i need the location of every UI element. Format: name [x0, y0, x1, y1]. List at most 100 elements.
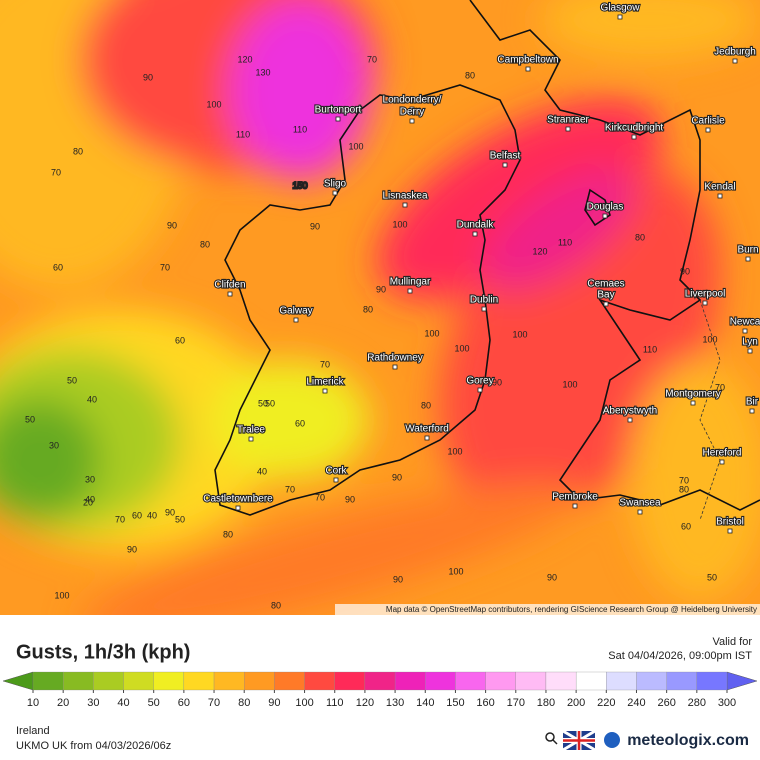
- legend-tick-label: 60: [178, 697, 190, 709]
- contour-label: 20: [83, 497, 93, 507]
- city-name: Clifden: [214, 280, 245, 291]
- contour-label: 110: [558, 237, 572, 247]
- legend-swatch: [123, 671, 154, 691]
- flag[interactable]: [562, 729, 596, 752]
- city-name: Douglas: [587, 202, 624, 213]
- city-marker: [565, 126, 571, 132]
- legend-swatch: [515, 671, 547, 691]
- legend-tick-label: 20: [57, 697, 69, 709]
- contour-label: 70: [285, 484, 295, 494]
- legend-tick-label: 70: [208, 697, 220, 709]
- contour-label: 90: [167, 220, 177, 230]
- contour-label: 60: [53, 262, 63, 272]
- city-marker: [719, 459, 725, 465]
- legend-swatch: [455, 671, 486, 691]
- contour-label: 80: [200, 239, 210, 249]
- city-marker: [617, 14, 623, 20]
- contour-label: 40: [85, 494, 95, 504]
- contour-label: 80: [271, 600, 281, 610]
- city-marker: [627, 417, 633, 423]
- city-name: Pembroke: [552, 492, 598, 503]
- isle-of-man: [584, 188, 611, 227]
- legend-swatch: [364, 671, 396, 691]
- city-marker: [602, 213, 608, 219]
- city-name: Galway: [279, 306, 312, 317]
- contour-label: 40: [257, 466, 267, 476]
- city-marker: [702, 300, 708, 306]
- legend-swatch: [32, 671, 64, 691]
- contour-label: 100: [454, 343, 469, 353]
- contour-label: 80: [363, 304, 373, 314]
- contour-label: 90: [127, 544, 137, 554]
- city-marker: [392, 364, 398, 370]
- city-marker: [335, 116, 341, 122]
- contour-label: 80: [223, 529, 233, 539]
- city-name: Jedburgh: [714, 47, 756, 58]
- legend-swatch: [545, 671, 577, 691]
- legend-swatch: [425, 671, 456, 691]
- city-name: Kendal: [704, 182, 735, 193]
- contour-label: 90: [547, 572, 557, 582]
- gust-field: [0, 0, 760, 615]
- contour-label: 50: [707, 572, 717, 582]
- city-marker: [502, 162, 508, 168]
- legend-tick-label: 140: [416, 697, 434, 709]
- contour-label: 110: [236, 129, 250, 139]
- contour-label: 90: [393, 574, 403, 584]
- city-name: Cemaes: [587, 279, 624, 290]
- city-name: Sligo: [324, 179, 347, 190]
- ireland-coast: [214, 84, 521, 516]
- city-marker: [745, 256, 751, 262]
- city-name: Dundalk: [457, 220, 495, 231]
- contour-label: 80: [635, 232, 645, 242]
- legend-swatch: [213, 671, 245, 691]
- city-name: Burtonport: [315, 105, 362, 116]
- title: Gusts, 1h/3h (kph): [16, 641, 190, 663]
- contour-label: 50: [25, 414, 35, 424]
- city-marker: [472, 231, 478, 237]
- city-name: Glasgow: [601, 3, 641, 14]
- contour-label: 150: [292, 180, 307, 190]
- city-name: Gorey: [466, 376, 493, 387]
- legend-under: [2, 671, 34, 691]
- legend-swatch: [666, 671, 697, 691]
- contour-label: 100: [512, 329, 527, 339]
- legend-swatch: [304, 671, 335, 691]
- contour-label: 90: [310, 221, 320, 231]
- brand[interactable]: meteologix.com: [627, 732, 749, 749]
- city-name: Castletownbere: [203, 494, 273, 505]
- contour-label: 40: [147, 510, 157, 520]
- contour-label: 80: [679, 484, 689, 494]
- city-name: Hereford: [703, 448, 742, 459]
- contour-label: 100: [348, 141, 363, 151]
- legend-tick-label: 150: [446, 697, 464, 709]
- contour-label: 70: [367, 54, 377, 64]
- legend-tick-label: 120: [356, 697, 374, 709]
- legend-swatch: [183, 671, 215, 691]
- contour-label: 90: [680, 266, 690, 276]
- legend-swatch: [485, 671, 516, 691]
- legend-swatch: [244, 671, 275, 691]
- city-marker: [747, 348, 753, 354]
- contour-label: 100: [562, 379, 577, 389]
- legend-tick-label: 50: [148, 697, 160, 709]
- legend-tick-label: 10: [27, 697, 39, 709]
- legend-tick-label: 30: [87, 697, 99, 709]
- city-marker: [481, 306, 487, 312]
- city-marker: [742, 328, 748, 334]
- city-marker: [603, 301, 609, 307]
- legend-over: [726, 671, 758, 691]
- city-name: Kirkcudbright: [605, 123, 664, 134]
- contour-label: 50: [265, 398, 275, 408]
- city-name: Bay: [597, 290, 614, 301]
- legend-swatch: [274, 671, 305, 691]
- contour-label: 120: [237, 54, 252, 64]
- city-name: Burn: [737, 245, 758, 256]
- hd-icon[interactable]: [545, 732, 558, 745]
- contour-label: 40: [87, 394, 97, 404]
- contour-label: 50: [175, 514, 185, 524]
- legend-tick-label: 80: [238, 697, 250, 709]
- legend-swatch: [153, 671, 185, 691]
- city-marker: [293, 317, 299, 323]
